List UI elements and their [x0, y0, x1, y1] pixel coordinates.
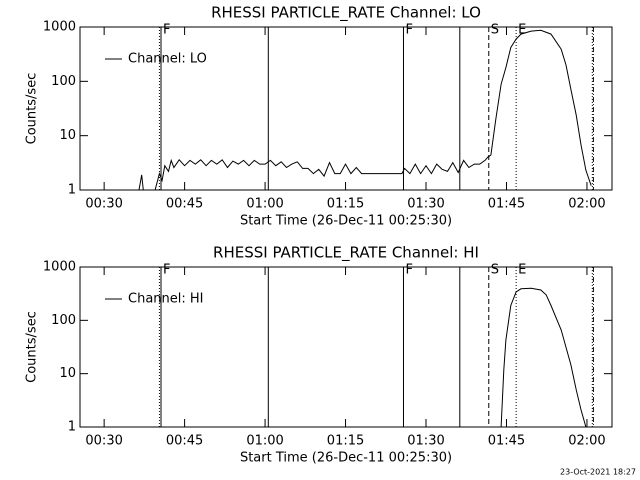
y-tick-label: 1 — [68, 420, 76, 435]
chart-title: RHESSI PARTICLE_RATE Channel: LO — [211, 4, 481, 23]
x-tick-label: 00:45 — [166, 434, 203, 449]
y-tick-label: 10 — [59, 128, 76, 143]
y-tick-label: 1000 — [43, 20, 76, 35]
timestamp: 23-Oct-2021 18:27 — [560, 468, 636, 477]
legend-label: Channel: HI — [128, 292, 204, 307]
x-tick-label: 00:45 — [166, 197, 203, 212]
event-label: F — [405, 263, 412, 278]
x-tick-label: 01:45 — [488, 434, 525, 449]
x-tick-label: 00:30 — [85, 197, 122, 212]
y-tick-label: 1 — [68, 183, 76, 198]
x-tick-label: 01:00 — [246, 197, 283, 212]
event-label: E — [518, 23, 526, 38]
y-tick-label: 100 — [51, 74, 76, 89]
event-label: S — [491, 263, 499, 278]
event-label: F — [405, 23, 412, 38]
x-tick-label: 00:30 — [85, 434, 122, 449]
legend-label: Channel: LO — [128, 52, 207, 67]
event-label: F — [163, 23, 170, 38]
x-tick-label: 01:30 — [407, 434, 444, 449]
x-axis-label: Start Time (26-Dec-11 00:25:30) — [240, 451, 452, 466]
x-tick-label: 01:15 — [327, 434, 364, 449]
data-line — [138, 29, 592, 190]
x-tick-label: 01:00 — [246, 434, 283, 449]
y-tick-label: 1000 — [43, 260, 76, 275]
data-line — [500, 287, 587, 427]
y-tick-label: 10 — [59, 366, 76, 381]
event-label: F — [163, 263, 170, 278]
x-tick-label: 01:45 — [488, 197, 525, 212]
plot-frame — [79, 26, 613, 191]
plot-frame — [79, 266, 613, 428]
x-tick-label: 02:00 — [568, 197, 605, 212]
y-tick-label: 100 — [51, 313, 76, 328]
y-axis-label: Counts/sec — [25, 73, 40, 145]
x-tick-label: 01:15 — [327, 197, 364, 212]
x-axis-label: Start Time (26-Dec-11 00:25:30) — [240, 214, 452, 229]
y-axis-label: Counts/sec — [25, 311, 40, 383]
event-label: S — [491, 23, 499, 38]
x-tick-label: 01:30 — [407, 197, 444, 212]
x-tick-label: 02:00 — [568, 434, 605, 449]
event-label: E — [518, 263, 526, 278]
chart-title: RHESSI PARTICLE_RATE Channel: HI — [213, 244, 479, 263]
